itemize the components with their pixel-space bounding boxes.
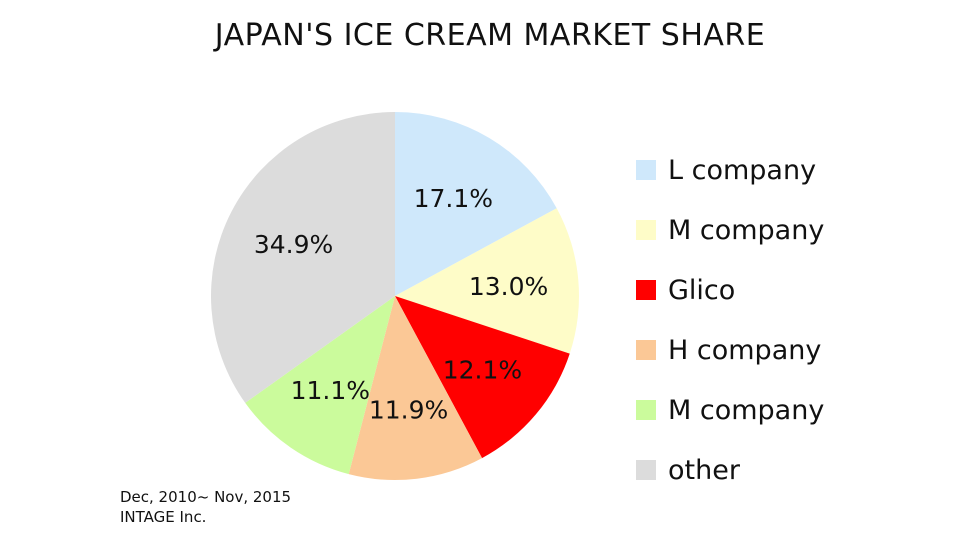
legend-item-m-company-4: M company [636,380,824,440]
chart-title: JAPAN'S ICE CREAM MARKET SHARE [214,18,766,53]
source-publisher: INTAGE Inc. [120,508,207,526]
legend-swatch [636,160,656,180]
pie-slice-l-company-0 [395,112,557,296]
legend-label: Glico [668,274,736,306]
data-label-l-company-0: 17.1% [414,184,493,213]
data-label-h-company-3: 11.9% [369,395,448,424]
legend-item-h-company-3: H company [636,320,824,380]
data-label-other-5: 34.9% [254,230,333,259]
legend-item-glico-2: Glico [636,260,824,320]
legend-swatch [636,340,656,360]
source-period: Dec, 2010~ Nov, 2015 [120,488,292,506]
legend-label: H company [668,334,822,366]
legend-item-m-company-1: M company [636,200,824,260]
pie-slice-m-company-1 [395,208,579,354]
pie-slice-h-company-3 [348,296,483,481]
legend-label: L company [668,154,817,186]
data-label-m-company-1: 13.0% [469,272,548,301]
legend-swatch [636,460,656,480]
legend-label: M company [668,394,825,426]
source-note: Dec, 2010~ Nov, 2015 INTAGE Inc. [120,487,291,527]
legend-item-other-5: other [636,440,824,500]
legend-swatch [636,220,656,240]
legend-label: M company [668,214,825,246]
pie-slice-other-5 [210,112,395,403]
legend-label: other [668,454,740,486]
data-label-glico-2: 12.1% [443,355,522,384]
legend: L company M company Glico H company M compan… [636,140,824,500]
legend-swatch [636,400,656,420]
legend-swatch [636,280,656,300]
pie-slice-glico-2 [395,296,570,459]
legend-item-l-company-0: L company [636,140,824,200]
pie-slice-m-company-4 [245,296,395,475]
data-label-m-company-4: 11.1% [291,376,370,405]
